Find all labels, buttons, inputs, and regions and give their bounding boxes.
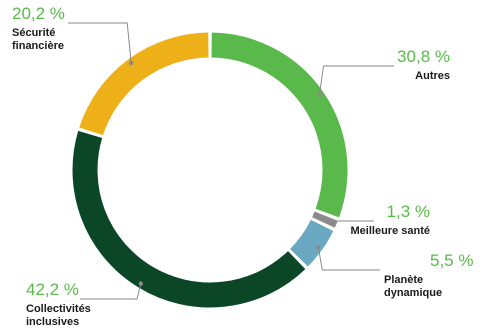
percent-label-securite-financiere: 20,2 % (12, 4, 65, 23)
slice-planete-dynamique (289, 219, 334, 267)
slice-securite-financiere (79, 32, 209, 136)
category-label-autres: Autres (415, 70, 450, 82)
category-label-securite-financiere: Sécurité financière (12, 27, 64, 52)
leaders-layer (68, 22, 394, 300)
slice-autres (211, 32, 348, 218)
category-label-meilleure-sante: Meilleure santé (351, 225, 430, 237)
category-label-collectivites-inclusives: Collectivités inclusives (26, 303, 91, 328)
category-label-planete-dynamique: Planète dynamique (384, 274, 442, 299)
percent-label-meilleure-sante: 1,3 % (387, 202, 430, 221)
leader-line-planete-dynamique (317, 247, 380, 271)
leader-line-meilleure-sante (332, 220, 374, 223)
percent-label-planete-dynamique: 5,5 % (430, 251, 473, 270)
leader-line-autres (319, 65, 394, 95)
slice-collectivites-inclusives (72, 130, 306, 308)
leader-dot-planete-dynamique (316, 244, 321, 250)
percent-label-autres: 30,8 % (397, 47, 450, 66)
labels-layer: 30,8 % Autres 1,3 % Meilleure santé 5,5 % Pla… (12, 4, 473, 328)
leader-line-securite-financiere (68, 22, 132, 63)
leader-line-collectivites-inclusives (80, 283, 142, 300)
percent-label-collectivites-inclusives: 42,2 % (26, 280, 79, 299)
slices-layer (72, 32, 348, 308)
slice-meilleure-sante (312, 211, 338, 228)
